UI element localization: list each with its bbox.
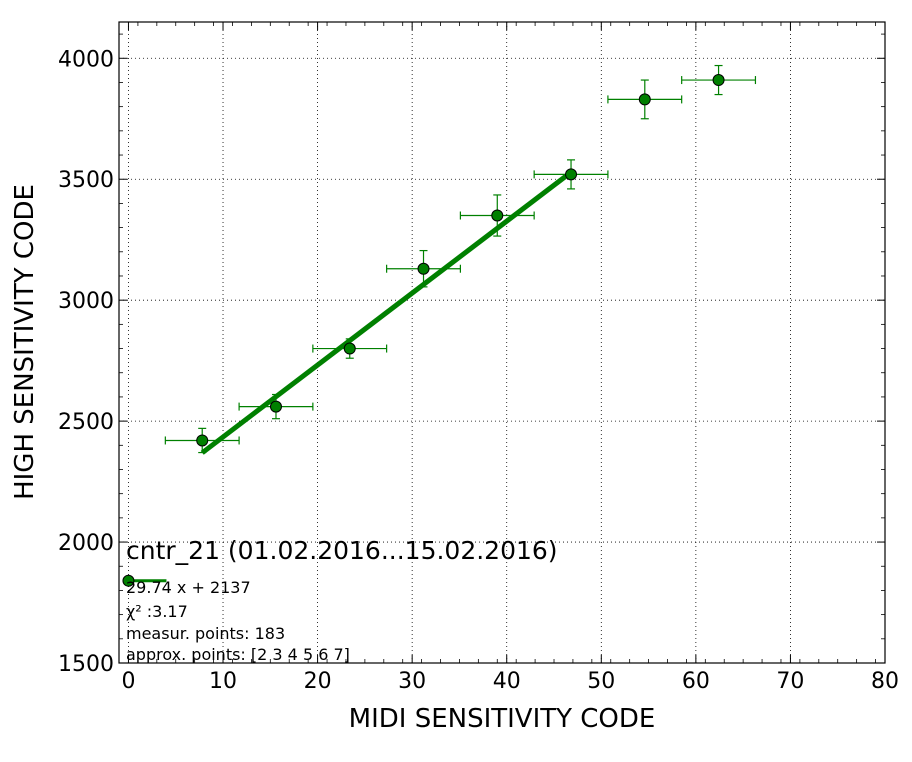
x-tick-label: 70 — [776, 669, 804, 694]
y-tick-label: 1500 — [58, 652, 114, 677]
x-tick-label: 20 — [304, 669, 332, 694]
fit-line — [200, 170, 573, 455]
annotation-title: cntr_21 (01.02.2016...15.02.2016) — [126, 536, 558, 565]
data-marks — [122, 64, 757, 587]
data-point — [565, 168, 578, 181]
y-tick-label: 3500 — [58, 168, 114, 193]
y-axis-label: HIGH SENSITIVITY CODE — [10, 184, 40, 500]
x-tick-label: 10 — [209, 669, 237, 694]
data-point — [269, 400, 282, 413]
data-point — [417, 262, 430, 275]
annotation-approx-points: approx. points: [2 3 4 5 6 7] — [126, 645, 350, 664]
data-point — [712, 74, 725, 87]
legend-marker — [122, 574, 135, 587]
x-tick-label: 40 — [493, 669, 521, 694]
x-tick-label: 30 — [398, 669, 426, 694]
x-axis-label: MIDI SENSITIVITY CODE — [349, 704, 656, 734]
data-point — [491, 209, 504, 222]
y-tick-label: 4000 — [58, 47, 114, 72]
ticks: 0 10 20 30 40 50 60 70 80 1500 2000 2500 3000 3500 400… — [58, 22, 899, 694]
grid — [119, 22, 886, 664]
annotation: cntr_21 (01.02.2016...15.02.2016) 29.74 … — [126, 536, 558, 664]
x-tick-label: 50 — [587, 669, 615, 694]
y-tick-label: 3000 — [58, 289, 114, 314]
y-tick-label: 2000 — [58, 531, 114, 556]
data-point — [196, 434, 209, 447]
data-point — [343, 342, 356, 355]
x-tick-label: 80 — [871, 669, 899, 694]
y-tick-label: 2500 — [58, 410, 114, 435]
annotation-fit-equation: 29.74 x + 2137 — [126, 578, 251, 597]
annotation-measur-points: measur. points: 183 — [126, 624, 285, 643]
data-point — [638, 93, 651, 106]
x-tick-label: 0 — [121, 669, 135, 694]
plot-frame — [118, 21, 886, 664]
x-tick-label: 60 — [682, 669, 710, 694]
annotation-chi2: χ² :3.17 — [126, 602, 188, 621]
